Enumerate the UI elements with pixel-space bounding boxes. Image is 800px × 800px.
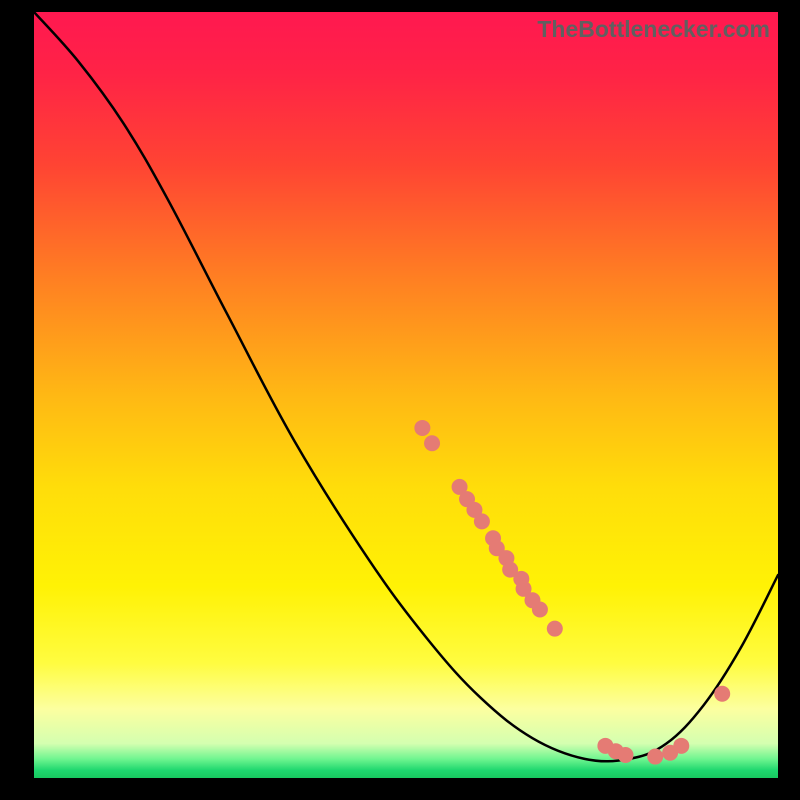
data-marker: [547, 621, 563, 637]
watermark-text: TheBottlenecker.com: [537, 16, 770, 43]
bottleneck-chart: TheBottlenecker.com: [34, 12, 778, 778]
data-marker: [714, 686, 730, 702]
data-marker: [424, 435, 440, 451]
gradient-background: [34, 12, 778, 778]
data-marker: [617, 747, 633, 763]
data-marker: [474, 513, 490, 529]
data-marker: [647, 749, 663, 765]
chart-canvas: [34, 12, 778, 778]
data-marker: [414, 420, 430, 436]
data-marker: [673, 738, 689, 754]
data-marker: [532, 601, 548, 617]
